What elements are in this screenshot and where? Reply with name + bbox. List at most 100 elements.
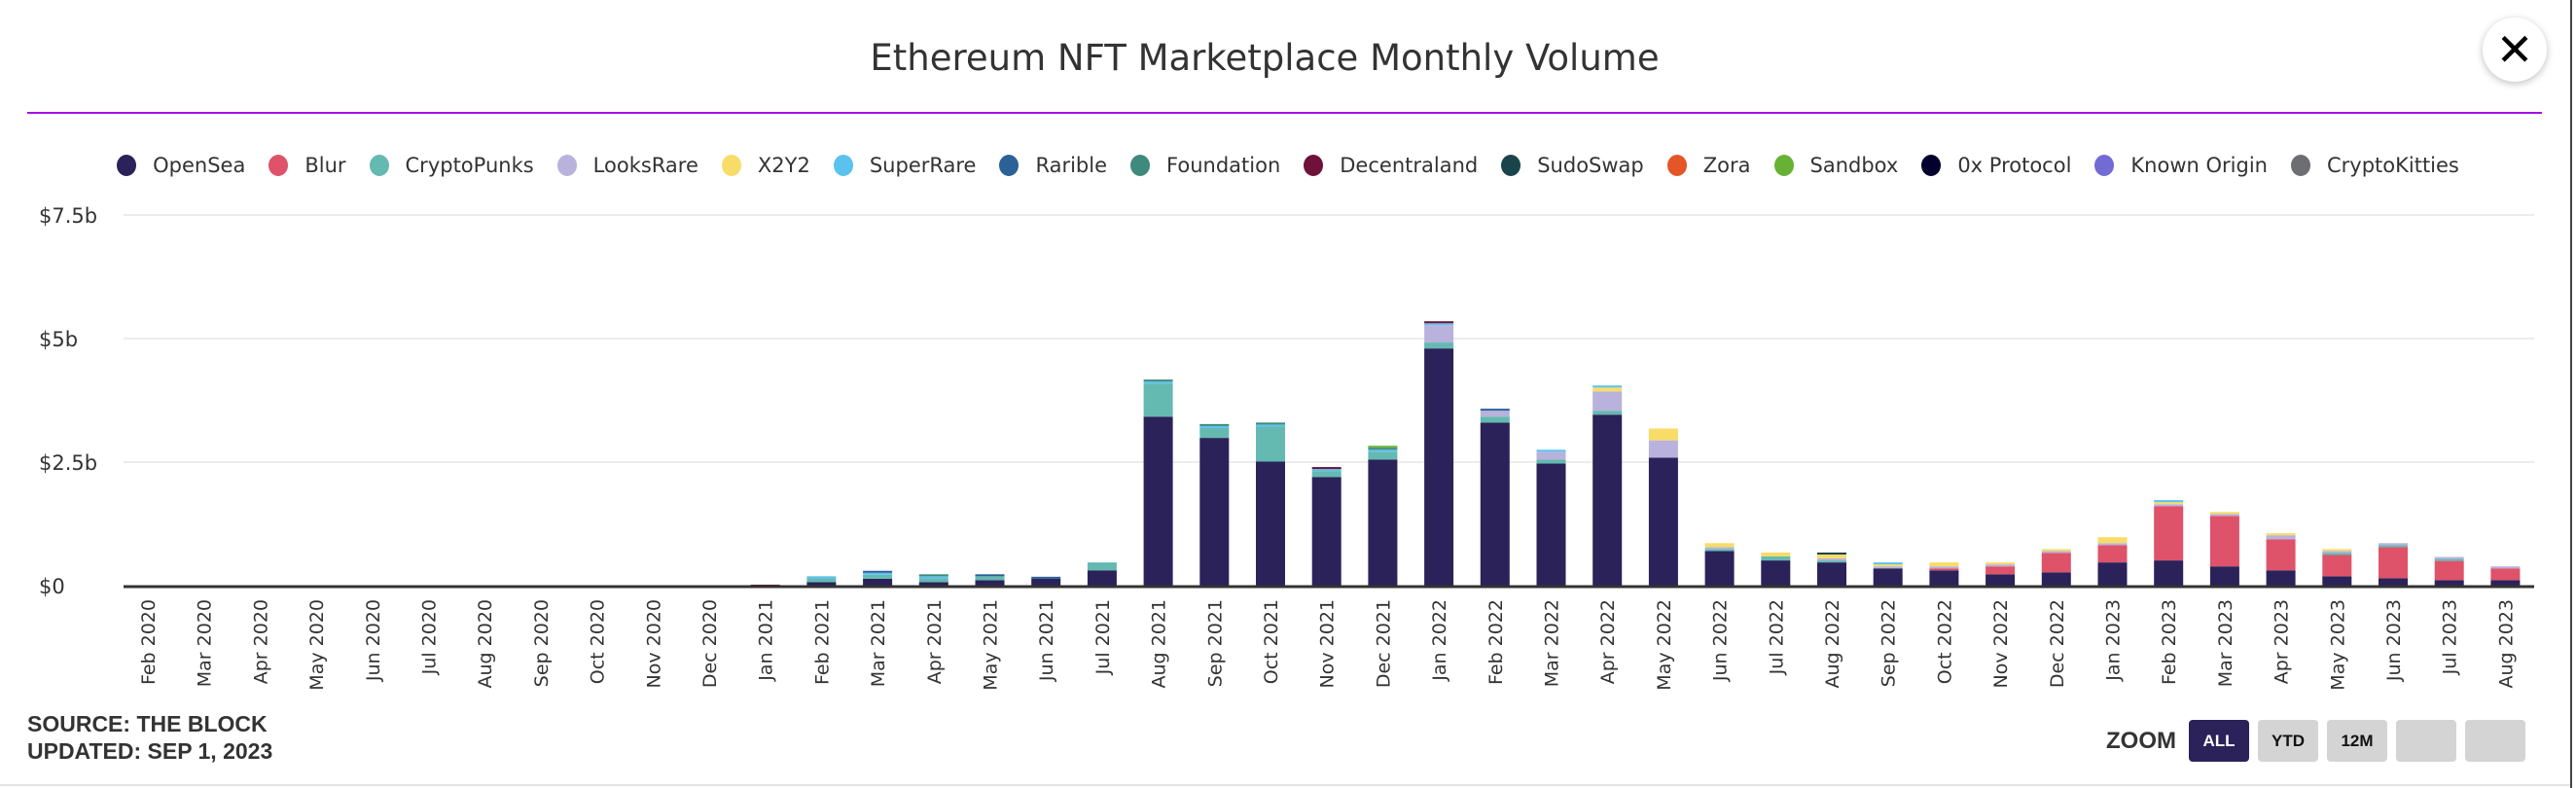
x-tick-label: Jan 2023 (2103, 599, 2125, 682)
legend-item[interactable]: Decentraland (1304, 154, 1478, 177)
bar-segment-looksrare (1536, 451, 1566, 460)
bar-segment-decentraland (1424, 321, 1454, 324)
bar-segment-cryptopunks (1087, 562, 1117, 571)
close-button[interactable]: ✕ (2483, 18, 2547, 82)
legend-swatch (268, 155, 289, 176)
y-tick-label: $0 (39, 575, 65, 598)
legend-item[interactable]: Rarible (999, 154, 1107, 177)
bar-segment-blur (2490, 568, 2521, 581)
bar-segment-opensea (1648, 457, 1678, 586)
legend-item[interactable]: Known Origin (2094, 154, 2268, 177)
bar-segment-cryptopunks (1424, 342, 1454, 349)
bar-segment-opensea (1592, 414, 1623, 586)
bar-segment-opensea (1199, 438, 1230, 586)
bar-segment-x2y2 (2322, 549, 2352, 552)
x-tick-label: Oct 2020 (588, 599, 609, 684)
legend-item[interactable]: CryptoPunks (369, 154, 534, 177)
bar-segment-opensea (1424, 348, 1454, 586)
legend-item[interactable]: LooksRare (556, 154, 698, 177)
bar-segment-decentraland (1311, 467, 1342, 470)
x-tick-label: Jan 2022 (1429, 599, 1450, 682)
bar-segment-blur (1929, 568, 1959, 571)
legend-swatch (556, 155, 577, 176)
legend-swatch (2094, 155, 2115, 176)
legend-item[interactable]: 0x Protocol (1921, 154, 2071, 177)
legend-label: Foundation (1166, 154, 1281, 177)
legend-swatch (999, 155, 1020, 176)
bar-segment-looksrare (2209, 514, 2239, 517)
legend-item[interactable]: X2Y2 (721, 154, 810, 177)
legend-label: LooksRare (592, 154, 698, 177)
legend-item[interactable]: Zora (1666, 154, 1751, 177)
bar-segment-cryptopunks (2434, 558, 2464, 561)
bar-segment-foundation (918, 574, 948, 577)
x-tick-label: Apr 2022 (1597, 599, 1619, 684)
zoom-button-4[interactable] (2396, 720, 2456, 762)
bar-segment-opensea (1929, 570, 1959, 586)
legend-item[interactable]: CryptoKitties (2290, 154, 2459, 177)
legend-swatch (1130, 155, 1151, 176)
zoom-button-5[interactable] (2465, 720, 2525, 762)
legend-item[interactable]: SuperRare (833, 154, 977, 177)
bar-segment-sandbox (1368, 446, 1398, 448)
legend-item[interactable]: Blur (268, 154, 346, 177)
x-tick-label: Feb 2020 (138, 599, 160, 685)
bar-segment-looksrare (1592, 391, 1623, 412)
legend-item[interactable]: Sandbox (1773, 154, 1898, 177)
x-tick-label: Apr 2020 (250, 599, 271, 684)
legend-label: Decentraland (1340, 154, 1479, 177)
bar-segment-opensea (2322, 576, 2352, 586)
bar-segment-superrare (1424, 323, 1454, 326)
legend-swatch (1921, 155, 1942, 176)
bar-segment-blur (2379, 547, 2408, 579)
bar-segment-blur (2041, 553, 2071, 573)
legend-swatch (1773, 155, 1794, 176)
bar-segment-blur (2154, 506, 2184, 561)
bar-segment-opensea (1873, 568, 1903, 586)
bar-segment-cryptopunks (1704, 549, 1735, 552)
bar-segment-blur (2266, 539, 2296, 571)
bar-segment-blur (2434, 560, 2464, 581)
x-tick-label: Apr 2021 (924, 599, 946, 684)
legend-item[interactable]: OpenSea (117, 154, 245, 177)
bar-segment-superrare (1873, 562, 1903, 565)
bar-segment-cryptopunks (1761, 556, 1791, 561)
legend-swatch (1304, 155, 1324, 176)
x-tick-label: Jun 2023 (2383, 599, 2405, 682)
zoom-12m-button[interactable]: 12M (2327, 720, 2387, 762)
legend-item[interactable]: Foundation (1130, 154, 1280, 177)
bar-segment-opensea (975, 580, 1005, 586)
bar-segment-looksrare (2041, 551, 2071, 554)
bar-segment-foundation (1143, 379, 1173, 382)
x-tick-label: Feb 2023 (2159, 599, 2180, 685)
x-tick-label: Feb 2022 (1485, 599, 1507, 685)
bar-segment-superrare (1592, 385, 1623, 388)
bar-segment-cryptopunks (863, 574, 893, 579)
bar-segment-x2y2 (2041, 549, 2071, 552)
legend-swatch (1666, 155, 1687, 176)
y-tick-label: $7.5b (39, 204, 97, 228)
zoom-ytd-button[interactable]: YTD (2258, 720, 2318, 762)
x-tick-label: Jun 2020 (363, 599, 384, 682)
bar-segment-rarible (1031, 576, 1061, 579)
x-tick-label: Aug 2021 (1149, 599, 1170, 689)
legend-item[interactable]: SudoSwap (1501, 154, 1644, 177)
bar-segment-decentraland (750, 584, 780, 586)
bar-segment-looksrare (2434, 556, 2464, 559)
bar-segment-superrare (1143, 381, 1173, 384)
bar-segment-foundation (1368, 448, 1398, 450)
legend-swatch (721, 155, 741, 176)
bar-segment-x2y2 (1873, 564, 1903, 567)
x-tick-label: Nov 2021 (1317, 599, 1339, 688)
bar-segment-cryptopunks (2379, 545, 2408, 548)
zoom-all-button[interactable]: ALL (2189, 720, 2249, 762)
legend-label: CryptoPunks (405, 154, 534, 177)
bar-segment-opensea (2379, 578, 2408, 586)
bar-segment-rarible (863, 570, 893, 573)
bar-segment-x2y2 (1986, 562, 2016, 565)
bar-segment-looksrare (2154, 504, 2184, 507)
bar-segment-opensea (1143, 416, 1173, 586)
legend-label: SuperRare (869, 154, 977, 177)
x-tick-label: Mar 2022 (1542, 599, 1563, 687)
x-tick-label: Aug 2020 (475, 599, 496, 689)
